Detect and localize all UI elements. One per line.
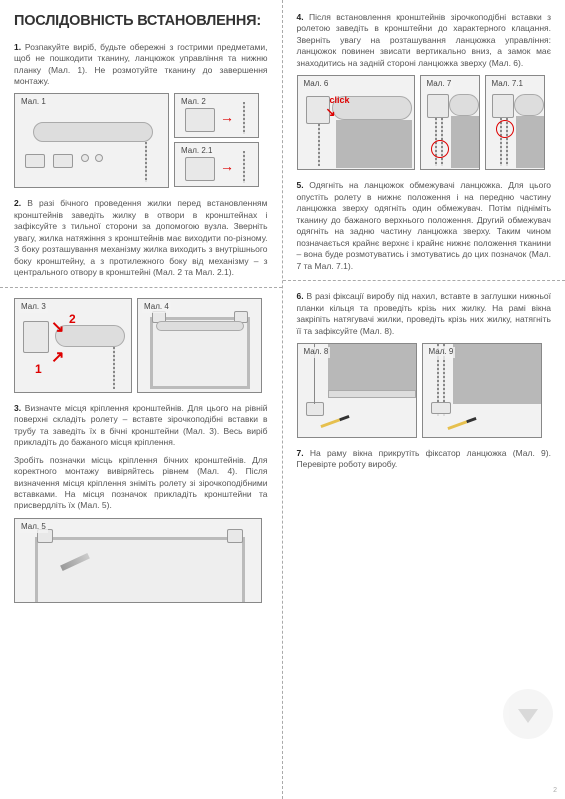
step-2-num: 2. [14,198,21,208]
step-4: 4. Після встановлення кронштейнів зірочк… [297,12,552,69]
figure-6-label: Мал. 6 [302,79,331,90]
figure-8: Мал. 8 [297,343,417,438]
figure-8-label: Мал. 8 [302,347,331,358]
step-5-text: Одягніть на ланцюжок обмежувачі ланцюжка… [297,180,552,270]
figure-5-label: Мал. 5 [19,522,48,533]
step-3a-text: Визначте місця кріплення кронштейнів. Дл… [14,403,268,447]
figure-7-1-label: Мал. 7.1 [490,79,525,90]
divider-right [283,280,565,281]
step-4-text: Після встановлення кронштейнів зірочкопо… [297,12,552,68]
step-6-num: 6. [297,291,304,301]
step-4-num: 4. [297,12,304,22]
figure-2-label: Мал. 2 [179,97,208,108]
figure-2-1: Мал. 2.1 → [174,142,259,187]
instruction-page: ПОСЛІДОВНІСТЬ ВСТАНОВЛЕННЯ: 1. Розпакуйт… [0,0,565,799]
step-6-text: В разі фіксації виробу під нахил, вставт… [297,291,552,335]
figure-7-label: Мал. 7 [425,79,454,90]
fig-row-5: Мал. 8 Мал. 9 [297,343,552,438]
figure-4-label: Мал. 4 [142,302,171,313]
step-7-num: 7. [297,448,304,458]
fig-row-2: Мал. 3 ↘ 2 ↗ 1 Мал. 4 [14,298,268,393]
figure-3: Мал. 3 ↘ 2 ↗ 1 [14,298,132,393]
step-5-num: 5. [297,180,304,190]
fig-row-4: Мал. 6 click ↘ Мал. 7 Мал. 7.1 [297,75,552,170]
step-6: 6. В разі фіксації виробу під нахил, вст… [297,291,552,337]
figure-2-1-label: Мал. 2.1 [179,146,214,157]
figure-4: Мал. 4 [137,298,262,393]
page-title: ПОСЛІДОВНІСТЬ ВСТАНОВЛЕННЯ: [14,12,268,32]
divider-left [0,287,282,288]
step-1: 1. Розпакуйте виріб, будьте обережні з г… [14,42,268,88]
watermark-icon [503,689,553,739]
right-column: 4. Після встановлення кронштейнів зірочк… [283,0,565,799]
step-2-text: В разі бічного проведення жилки перед вс… [14,198,268,277]
page-number: 2 [553,786,557,795]
figure-5: Мал. 5 [14,518,262,603]
figure-9-label: Мал. 9 [427,347,456,358]
step-3-num: 3. [14,403,21,413]
fig-row-1: Мал. 1 Мал. 2 → Мал. 2.1 → [14,93,268,188]
step-3b: Зробіть позначки місць кріплення бічних … [14,455,268,512]
fig-row-3: Мал. 5 [14,518,268,603]
figure-2: Мал. 2 → [174,93,259,138]
step-2: 2. В разі бічного проведення жилки перед… [14,198,268,278]
figure-9: Мал. 9 [422,343,542,438]
figure-1: Мал. 1 [14,93,169,188]
figure-7: Мал. 7 [420,75,480,170]
figure-7-1: Мал. 7.1 [485,75,545,170]
step-7-text: На раму вікна прикрутіть фіксатор ланцюж… [297,448,551,469]
step-7: 7. На раму вікна прикрутіть фіксатор лан… [297,448,552,471]
figure-6: Мал. 6 click ↘ [297,75,415,170]
step-3a: 3. Визначте місця кріплення кронштейнів.… [14,403,268,449]
figure-1-label: Мал. 1 [19,97,48,108]
step-5: 5. Одягніть на ланцюжок обмежувачі ланцю… [297,180,552,272]
step-1-num: 1. [14,42,21,52]
left-column: ПОСЛІДОВНІСТЬ ВСТАНОВЛЕННЯ: 1. Розпакуйт… [0,0,283,799]
step-1-text: Розпакуйте виріб, будьте обережні з гост… [14,42,268,86]
figure-3-label: Мал. 3 [19,302,48,313]
